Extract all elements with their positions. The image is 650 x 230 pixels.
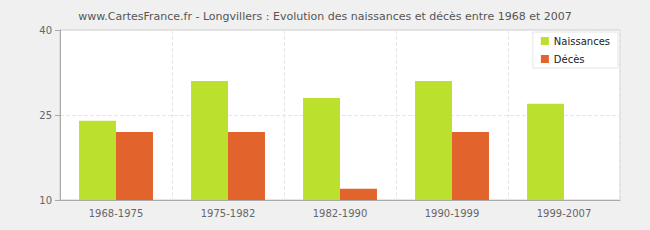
svg-text:1975-1982: 1975-1982 — [201, 208, 256, 219]
svg-text:40: 40 — [39, 25, 52, 36]
svg-text:1968-1975: 1968-1975 — [89, 208, 144, 219]
svg-text:1999-2007: 1999-2007 — [537, 208, 592, 219]
svg-text:10: 10 — [39, 195, 52, 206]
svg-text:Naissances: Naissances — [554, 36, 610, 47]
svg-text:25: 25 — [39, 110, 52, 121]
svg-text:1982-1990: 1982-1990 — [313, 208, 368, 219]
svg-text:1990-1999: 1990-1999 — [425, 208, 480, 219]
svg-text:www.CartesFrance.fr - Longvill: www.CartesFrance.fr - Longvillers : Evol… — [78, 10, 571, 23]
svg-text:Décès: Décès — [554, 54, 585, 65]
